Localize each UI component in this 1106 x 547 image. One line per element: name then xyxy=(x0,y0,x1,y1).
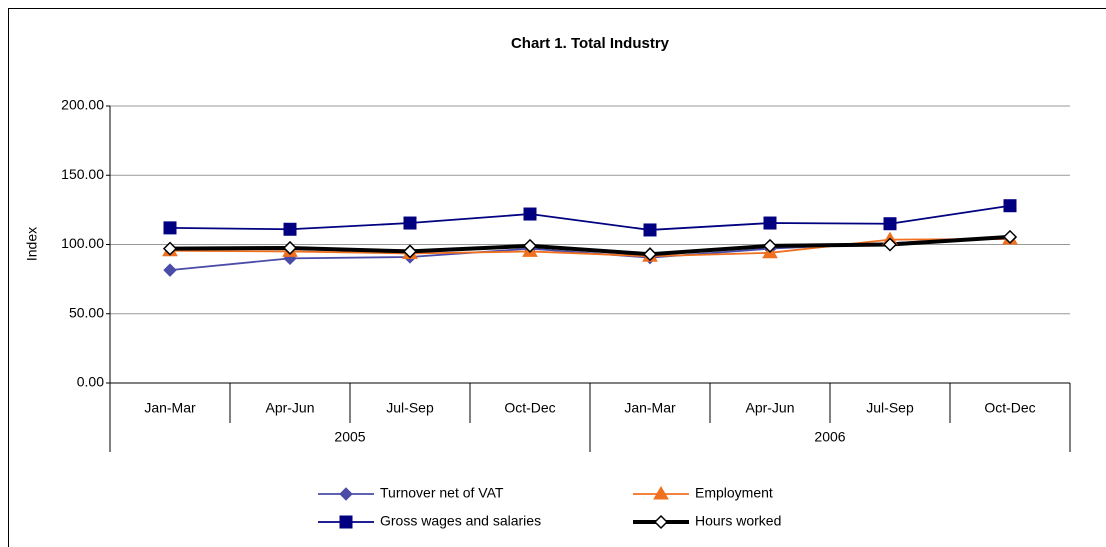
x-tick-label: Jul-Sep xyxy=(866,400,914,416)
y-tick-label: 100.00 xyxy=(61,235,104,251)
marker xyxy=(282,240,298,256)
marker xyxy=(163,263,177,277)
marker xyxy=(762,238,778,253)
chart-title: Chart 1. Total Industry xyxy=(511,35,670,52)
y-tick-label: 150.00 xyxy=(61,166,104,182)
legend-label: Gross wages and salaries xyxy=(380,513,541,529)
x-tick-label: Oct-Dec xyxy=(504,400,555,416)
x-tick-label: Jan-Mar xyxy=(144,400,196,416)
legend-marker xyxy=(339,487,353,501)
marker xyxy=(523,207,537,221)
group-label: 2006 xyxy=(814,429,845,445)
x-tick-label: Apr-Jun xyxy=(745,400,794,416)
legend-label: Turnover net of VAT xyxy=(380,485,504,501)
group-label: 2005 xyxy=(334,429,365,445)
x-tick-label: Oct-Dec xyxy=(984,400,1035,416)
series-line xyxy=(169,204,1011,231)
chart-frame xyxy=(8,8,1106,547)
legend-marker xyxy=(653,514,669,530)
legend-marker xyxy=(339,515,353,529)
x-tick-label: Apr-Jun xyxy=(265,400,314,416)
y-tick-label: 0.00 xyxy=(77,374,104,390)
x-tick-label: Jul-Sep xyxy=(386,400,434,416)
marker xyxy=(1002,229,1018,244)
marker xyxy=(643,223,657,237)
marker xyxy=(163,221,177,235)
marker xyxy=(522,238,538,253)
marker xyxy=(763,216,777,230)
marker xyxy=(642,247,658,262)
series-line xyxy=(169,234,1011,257)
y-axis-label: Index xyxy=(24,227,40,261)
legend-marker xyxy=(653,486,669,500)
marker xyxy=(403,216,417,230)
marker xyxy=(1003,199,1017,213)
y-tick-label: 200.00 xyxy=(61,97,104,113)
legend-label: Employment xyxy=(695,485,773,501)
marker xyxy=(882,237,898,252)
x-tick-label: Jan-Mar xyxy=(624,400,676,416)
y-tick-label: 50.00 xyxy=(69,304,104,320)
marker xyxy=(883,217,897,231)
marker xyxy=(162,241,178,256)
legend-label: Hours worked xyxy=(695,513,781,529)
series-line xyxy=(169,238,1011,258)
marker xyxy=(402,244,418,259)
marker xyxy=(283,222,297,236)
